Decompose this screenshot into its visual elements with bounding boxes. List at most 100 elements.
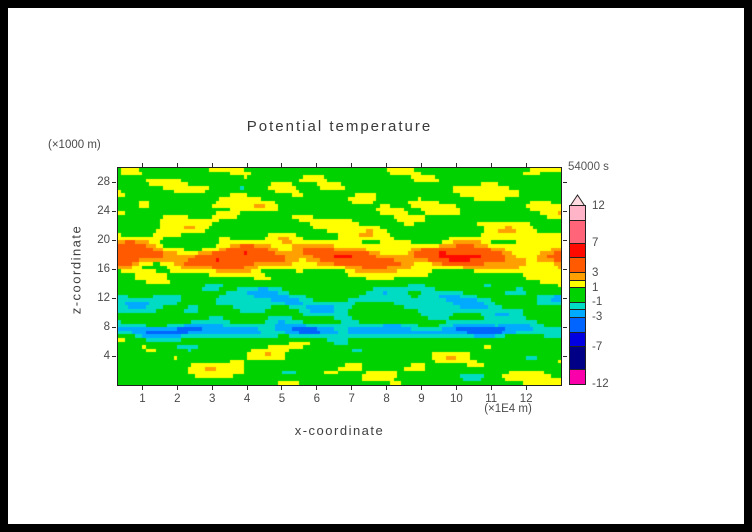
plot-page: Potential temperature (×1000 m) 54000 s … [8,8,744,524]
colorbar-level-line [570,272,585,274]
x-tick-label: 2 [174,393,181,405]
z-axis-tick [563,297,567,299]
colorbar-label: 1 [592,281,599,294]
x-axis-tick [141,163,143,167]
time-label: 54000 s [568,161,609,173]
z-axis-tick [112,326,116,328]
x-axis-tick [281,163,283,167]
colorbar-level-line [570,257,585,259]
colorbar-label: -7 [592,340,603,353]
colorbar-level-line [570,242,585,244]
colorbar-level-line [570,316,585,318]
x-tick-label: 7 [348,393,355,405]
colorbar-label: -12 [592,378,609,390]
x-tick-label: 6 [313,393,321,405]
x-axis-tick [386,386,388,390]
colorbar-triangle-shape [570,194,585,206]
z-tick-label: 4 [103,350,110,363]
colorbar-level-line [570,309,585,311]
z-axis-tick [112,268,116,270]
x-axis-tick [420,163,422,167]
plot-frame [117,167,562,386]
z-tick-label: 24 [97,205,110,218]
z-axis-tick [563,239,567,241]
colorbar-level-line [570,368,585,370]
colorbar-level-line [570,287,585,289]
colorbar-level-line [570,301,585,303]
z-axis-tick [112,239,116,241]
chart-title: Potential temperature [246,118,433,135]
x-axis-tick [351,386,353,390]
colorbar-segment [570,272,585,281]
x-axis-tick [246,386,248,390]
colorbar-segment [570,302,585,310]
z-axis-tick [563,210,567,212]
x-axis-tick [316,163,318,167]
x-axis-tick [176,386,178,390]
colorbar-label: -1 [592,296,603,309]
colorbar-segment [570,206,585,221]
z-axis-tick [563,326,567,328]
colorbar-overflow-triangle [570,194,585,206]
x-tick-label: 12 [519,393,533,405]
x-tick-label: 1 [139,393,146,405]
x-tick-label: 8 [383,393,390,405]
colorbar-segment [570,369,585,384]
x-tick-label: 3 [208,393,216,405]
x-tick-label: 10 [449,393,463,405]
colorbar-segment [570,280,585,288]
colorbar-segment [570,257,585,273]
x-axis-unit-label: (×1E4 m) [484,403,532,415]
colorbar-label: 3 [592,266,599,279]
x-tick-label: 5 [278,393,286,405]
colorbar-label: -3 [592,311,603,324]
x-axis-tick [490,386,492,390]
x-axis-tick [386,163,388,167]
z-axis-unit-label: (×1000 m) [48,139,101,151]
x-axis-tick [455,386,457,390]
x-tick-label: 9 [418,393,425,405]
z-axis-tick [112,181,116,183]
colorbar-segment [570,346,585,370]
x-axis-tick [246,163,248,167]
x-axis-tick [525,163,527,167]
colorbar-label: 12 [592,200,605,212]
z-axis-tick [563,268,567,270]
z-tick-label: 28 [97,176,110,189]
x-tick-label: 4 [243,393,251,405]
colorbar-segment [570,309,585,318]
colorbar-segment [570,287,585,303]
colorbar-label: 7 [592,237,599,250]
x-axis-tick [281,386,283,390]
colorbar-segment [570,220,585,244]
z-axis-tick [112,355,116,357]
z-tick-label: 20 [97,234,110,247]
x-axis-tick [211,386,213,390]
x-axis-tick [420,386,422,390]
x-axis-tick [455,163,457,167]
x-axis-tick [490,163,492,167]
x-axis-tick [141,386,143,390]
z-axis-tick [563,181,567,183]
x-axis-tick [316,386,318,390]
colorbar-segment [570,332,585,347]
x-axis-tick [525,386,527,390]
x-axis-tick [351,163,353,167]
colorbar-level-line [570,279,585,281]
x-axis-tick [211,163,213,167]
colorbar-level-line [570,346,585,348]
heatmap-canvas [118,168,561,385]
colorbar-segment [570,317,585,333]
z-axis-tick [563,355,567,357]
x-axis-label: x-coordinate [294,423,385,438]
z-axis-tick [112,210,116,212]
colorbar-level-line [570,220,585,222]
colorbar-level-line [570,331,585,333]
z-axis-tick [112,297,116,299]
colorbar-segment [570,243,585,258]
x-tick-label: 11 [485,393,498,405]
z-tick-label: 12 [97,292,110,305]
z-tick-label: 16 [97,263,110,276]
x-axis-tick [176,163,178,167]
z-tick-label: 8 [103,321,110,334]
